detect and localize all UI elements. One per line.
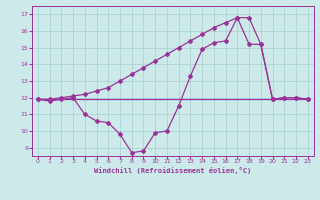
X-axis label: Windchill (Refroidissement éolien,°C): Windchill (Refroidissement éolien,°C) xyxy=(94,167,252,174)
